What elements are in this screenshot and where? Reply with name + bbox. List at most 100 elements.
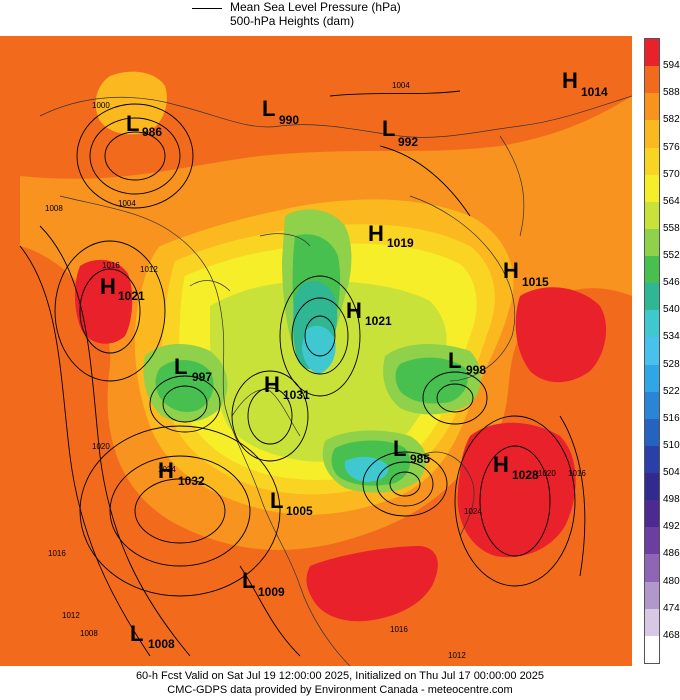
pressure-center-letter: H [562,68,578,93]
isobar-label: 1012 [448,651,466,660]
color-scale-label: 594 [663,60,680,72]
pressure-center-value: 1032 [178,474,205,488]
color-scale-label: 510 [663,439,680,451]
color-scale-label: 546 [663,277,680,289]
isobar-label: 1024 [464,507,482,516]
isobar-label: 1016 [48,549,66,558]
color-scale-segment [645,228,659,257]
color-scale-label: 474 [663,602,680,614]
pressure-center-letter: L [130,621,143,646]
color-scale-segment [645,39,659,67]
legend-mslp-label: Mean Sea Level Pressure (hPa) [230,0,401,14]
pressure-center-letter: H [264,372,280,397]
color-scale-segment [645,120,659,149]
color-scale-segment [645,66,659,94]
pressure-center-value: 986 [142,125,162,139]
isobar-label: 1020 [92,442,110,451]
color-scale-segment [645,554,659,583]
color-scale-segment [645,337,659,366]
pressure-center-letter: H [100,274,116,299]
color-scale-segment [645,93,659,121]
color-scale-segment [645,500,659,528]
color-scale-segment [645,364,659,393]
pressure-center-letter: H [368,221,384,246]
color-scale-segment [645,635,659,664]
weather-map: 1000 1004 1008 1004 1016 1012 1020 1024 … [0,36,632,666]
color-scale-label: 528 [663,358,680,370]
color-scale-label: 534 [663,331,680,343]
pressure-center-value: 1015 [522,275,549,289]
pressure-center-letter: L [174,354,187,379]
color-scale-segment [645,310,659,338]
legend-500hpa-label: 500-hPa Heights (dam) [230,14,355,28]
color-scale-label: 582 [663,114,680,126]
pressure-center-value: 1009 [258,585,285,599]
color-scale-label: 558 [663,222,680,234]
pressure-center-letter: L [393,436,406,461]
pressure-center-letter: H [158,458,174,483]
color-scale-label: 570 [663,168,680,180]
pressure-center-value: 1021 [365,314,392,328]
color-scale-segment [645,256,659,284]
color-scale-segment [645,527,659,555]
pressure-center-letter: L [382,116,395,141]
isobar-labels: 1000 1004 1008 1004 1016 1012 1020 1024 … [45,81,586,660]
pressure-center-letter: L [270,488,283,513]
pressure-center-value: 985 [410,452,430,466]
pressure-center-value: 1014 [581,85,608,99]
color-scale-bar [644,38,660,664]
pressure-center-letter: L [242,568,255,593]
map-legend: Mean Sea Level Pressure (hPa) 500-hPa He… [190,0,490,34]
color-scale-label: 492 [663,521,680,533]
data-credit: CMC-GDPS data provided by Environment Ca… [167,684,513,696]
color-scale-segment [645,283,659,311]
color-scale-label: 522 [663,385,680,397]
pressure-center-value: 998 [466,363,486,377]
color-scale-label: 498 [663,494,680,506]
pressure-center-letter: H [493,452,509,477]
isobar-label: 1008 [45,204,63,213]
pressure-center-value: 1031 [283,388,310,402]
color-scale-label: 516 [663,412,680,424]
pressure-center-value: 1021 [118,289,145,303]
isobar-label: 1004 [118,199,136,208]
isobar-label: 1020 [538,469,556,478]
color-scale-segment [645,581,659,610]
forecast-valid-time: 60-h Fcst Valid on Sat Jul 19 12:00:00 2… [135,670,545,682]
pressure-center-letter: L [262,96,275,121]
pressure-center-value: 1005 [286,504,313,518]
pressure-center-letter: L [126,111,139,136]
pressure-centers: L 986 L 990 L 992 H 1014 H 1019 H 1015 H… [100,68,608,651]
color-scale-label: 540 [663,304,680,316]
pressure-center-value: 1019 [387,236,414,250]
isobar-label: 1004 [392,81,410,90]
pressure-center-value: 997 [192,370,212,384]
color-scale-label: 564 [663,195,680,207]
color-scale-label: 588 [663,87,680,99]
pressure-center-value: 992 [398,135,418,149]
color-scale-segment [645,174,659,203]
color-scale-label: 486 [663,548,680,560]
color-scale-segment [645,391,659,420]
warm-ridge-asia [515,287,607,383]
height-band-558 [210,281,447,462]
isobar-label: 1024 [158,465,176,474]
color-scale-label: 576 [663,141,680,153]
isobar-label: 1016 [568,469,586,478]
pressure-center-letter: H [346,298,362,323]
isobar-label: 1016 [102,261,120,270]
pressure-center-letter: L [448,348,461,373]
color-scale-label: 480 [663,575,680,587]
isobar-legend-line [192,8,222,9]
pressure-center-value: 1028 [512,468,539,482]
color-scale-segment [645,201,659,230]
pressure-center-value: 990 [279,113,299,127]
isobar-label: 1012 [62,611,80,620]
pressure-center-letter: H [503,258,519,283]
color-scale-label: 468 [663,629,680,641]
isobar-label: 1016 [390,625,408,634]
warm-ridge-south [306,546,438,622]
isobar-label: 1012 [140,265,158,274]
color-scale-segment [645,445,659,474]
color-scale-segment [645,418,659,447]
